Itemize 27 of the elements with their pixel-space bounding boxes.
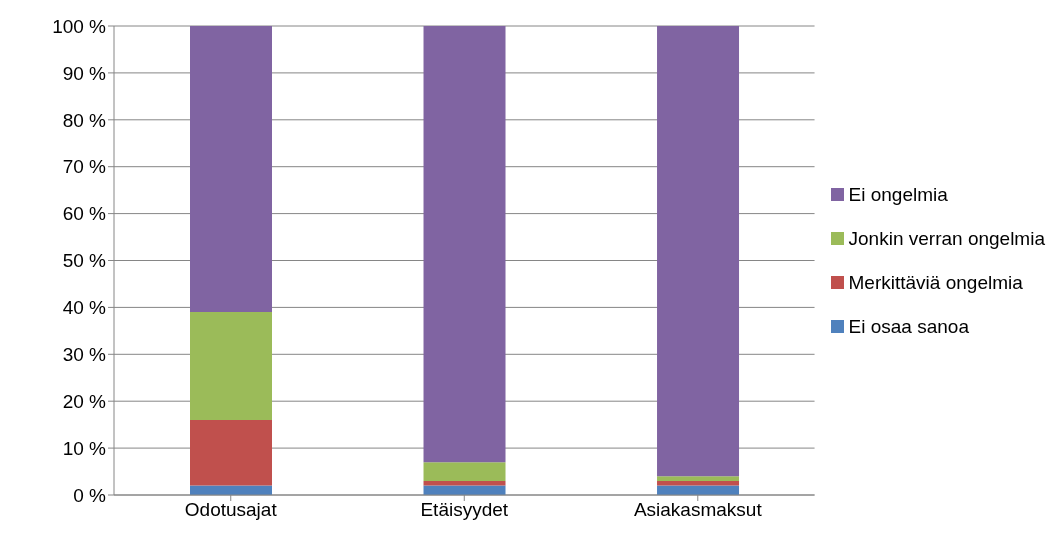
y-tick-label: 10 % — [62, 437, 107, 459]
y-tick-label: 90 % — [62, 62, 107, 84]
bar — [657, 480, 740, 486]
y-tick-label: 100 % — [52, 15, 107, 37]
x-tick-label: Odotusajat — [184, 499, 278, 521]
y-tick-label: 60 % — [62, 203, 107, 225]
y-tick-label: 40 % — [62, 297, 107, 319]
legend-label: Ei osaa sanoa — [848, 315, 969, 338]
legend-label: Merkittäviä ongelmia — [848, 271, 1023, 294]
bar — [657, 476, 740, 481]
legend-label: Jonkin verran ongelmia — [848, 227, 1045, 250]
bar — [190, 419, 272, 486]
bar — [190, 26, 272, 313]
y-tick-label: 70 % — [62, 156, 107, 178]
x-tick-label: Asiakasmaksut — [633, 499, 763, 521]
legend-label: Ei ongelmia — [848, 183, 948, 206]
bar — [423, 26, 506, 463]
bar — [423, 462, 506, 481]
bar — [423, 480, 506, 486]
y-tick-label: 30 % — [62, 344, 107, 366]
y-tick-label: 20 % — [62, 390, 107, 412]
x-tick-label: Etäisyydet — [420, 499, 509, 521]
y-tick-label: 80 % — [62, 109, 107, 131]
bar — [657, 26, 740, 477]
y-tick-label: 0 % — [73, 484, 107, 506]
y-tick-label: 50 % — [62, 250, 107, 272]
bar — [190, 312, 272, 420]
